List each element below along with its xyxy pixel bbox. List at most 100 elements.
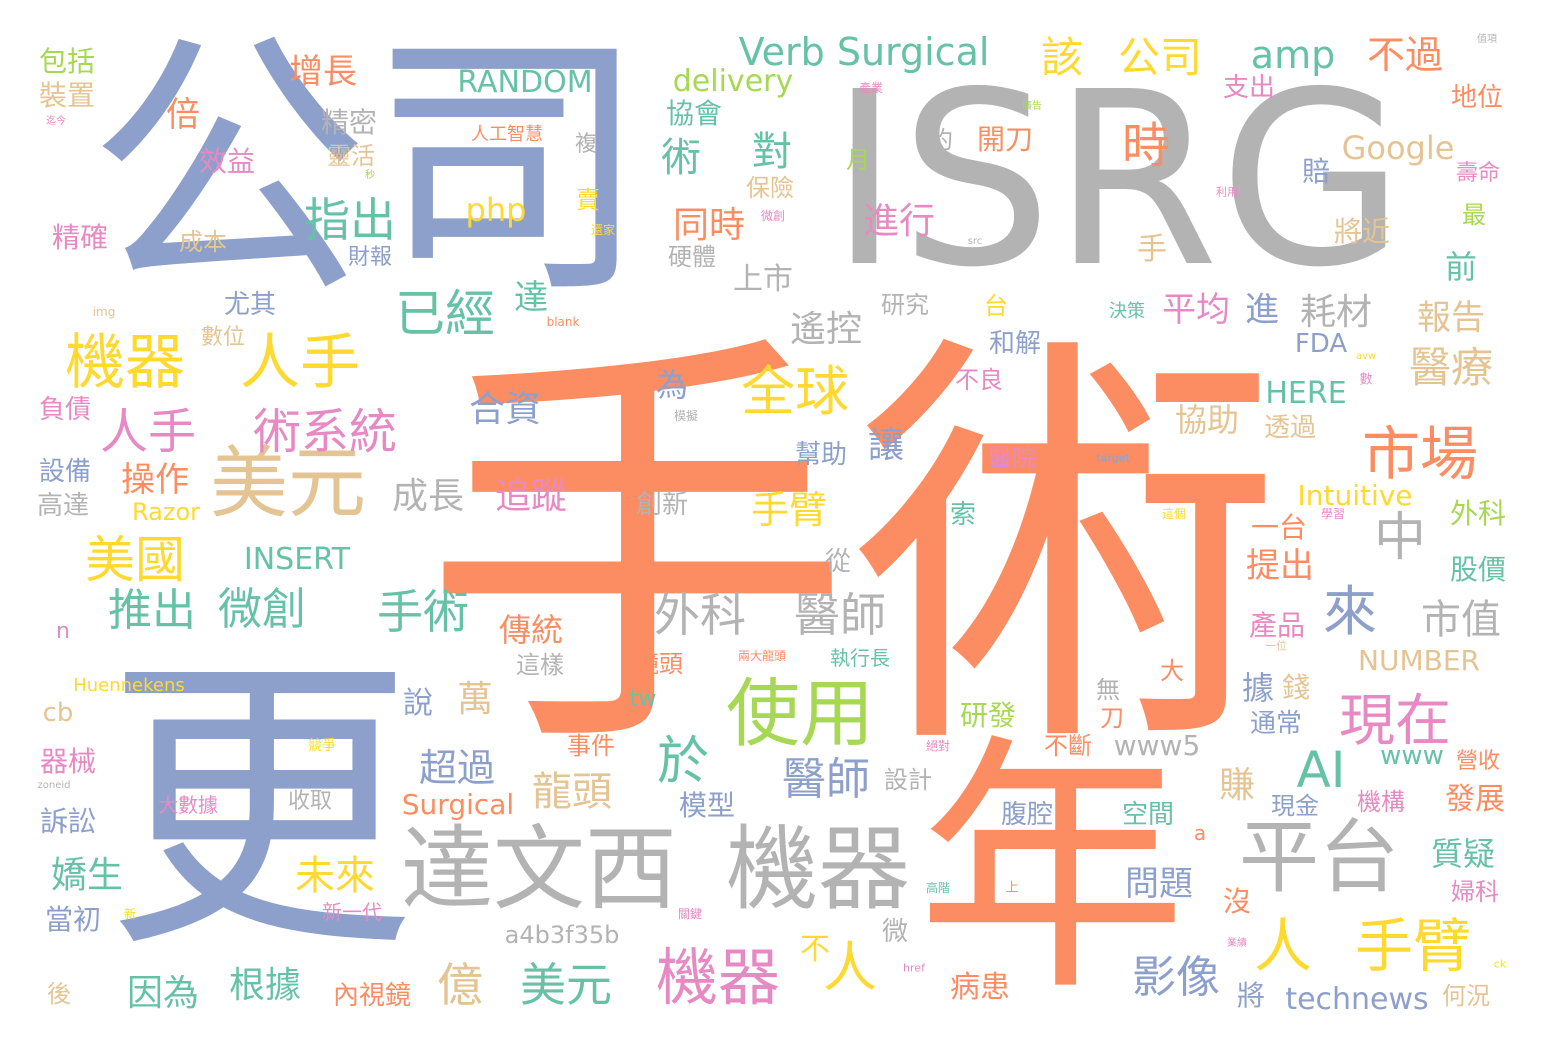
- word-big: 大: [1160, 657, 1184, 685]
- word-shi: 時: [1121, 118, 1171, 174]
- word-tw: tw: [629, 687, 657, 712]
- word-xiaoyi: 效益: [198, 145, 256, 178]
- word-fuqiang: 腹腔: [1000, 800, 1054, 830]
- word-linghuo: 靈活: [327, 142, 375, 170]
- word-meiyuan-tan: 美元: [209, 439, 367, 529]
- word-tichu: 提出: [1246, 546, 1314, 586]
- word-shu: 術: [661, 135, 701, 181]
- word-guanggao: 廣告: [1022, 101, 1042, 112]
- word-www: www: [1380, 741, 1444, 771]
- word-touguo: 透過: [1263, 413, 1317, 443]
- word-chanye: 產業: [858, 81, 884, 95]
- word-renshou-pink: 人手: [99, 404, 197, 460]
- word-rang: 讓: [867, 425, 905, 466]
- word-gongsi-yellow: 公司: [1117, 33, 1203, 82]
- word-a4b3f35b: a4b3f35b: [504, 921, 620, 949]
- word-hejie: 和解: [988, 329, 1042, 359]
- word-month: 月: [846, 146, 870, 174]
- word-wan: 萬: [456, 679, 494, 720]
- word-bingzhuan: 病患: [950, 970, 1010, 1005]
- word-yaokong: 遙控: [789, 309, 863, 350]
- word-tai: 台: [984, 292, 1008, 320]
- word-shoushu-teal: 手術: [377, 585, 469, 639]
- word-ju: 據: [1241, 669, 1275, 707]
- word-random: RANDOM: [457, 65, 593, 100]
- word-yanjiu: 研究: [881, 291, 929, 319]
- word-jueduei: 絕對: [925, 739, 951, 753]
- word-quanqiu: 全球: [741, 360, 849, 423]
- word-zheyang: 這樣: [516, 651, 564, 679]
- word-yue: 約: [929, 126, 953, 154]
- word-verb-surgical: Verb Surgical: [738, 30, 990, 74]
- word-miao: 秒: [365, 170, 375, 181]
- word-jingtou: 鏡頭: [635, 650, 683, 678]
- word-buliang: 不良: [955, 366, 1003, 394]
- word-xuexi: 學習: [1320, 507, 1346, 521]
- word-jiaosheng: 嬌生: [50, 855, 124, 896]
- word-yi: 億: [437, 958, 483, 1012]
- word-img: img: [92, 305, 116, 319]
- word-liangdalongtou: 兩大龍頭: [737, 649, 787, 663]
- word-bangzhu: 幫助: [794, 440, 848, 470]
- word-zhuangzhi: 裝置: [38, 79, 96, 112]
- word-zhichu: 指出: [304, 193, 396, 247]
- word-src: src: [967, 236, 983, 247]
- word-pingtai: 平台: [1239, 811, 1399, 904]
- word-weichuang-pink: 微創: [760, 209, 786, 223]
- word-wei: 為: [655, 366, 689, 404]
- word-zengzhang: 增長: [289, 52, 357, 92]
- word-shizhi: 市值: [1421, 597, 1501, 643]
- word-dangchu: 當初: [44, 903, 102, 936]
- word-chanpin: 產品: [1248, 609, 1306, 642]
- word-yinwei: 因為: [126, 973, 200, 1014]
- word-kaidao: 開刀: [976, 123, 1034, 156]
- word-target: target: [1096, 451, 1130, 465]
- word-chuantong: 傳統: [498, 611, 564, 649]
- word-huennekens: Huennekens: [73, 675, 185, 696]
- word-shuwei: 數位: [200, 325, 246, 350]
- word-shou-tan: 手: [1137, 232, 1167, 267]
- word-yingxiang: 影像: [1132, 952, 1220, 1003]
- word-yishi-blue: 醫師: [782, 754, 870, 805]
- word-chengzhang: 成長: [391, 476, 465, 517]
- word-liyong: 利用: [1216, 185, 1238, 199]
- word-zui: 最: [1462, 201, 1486, 229]
- word-qixie: 器械: [39, 745, 97, 778]
- word-sheji: 設計: [884, 766, 932, 794]
- word-waike-green: 外科: [1449, 497, 1507, 530]
- word-google: Google: [1341, 129, 1455, 167]
- word-meiguo: 美國: [85, 531, 185, 589]
- word-waike-gray: 外科: [654, 588, 746, 642]
- word-qian: 錢: [1281, 671, 1311, 704]
- word-xiehui: 協會: [665, 97, 723, 130]
- word-zhuan: 賺: [1218, 765, 1256, 806]
- word-zhege: 這個: [1161, 507, 1187, 521]
- word-avw: avw: [1355, 351, 1377, 362]
- word-xianzai: 現在: [1339, 689, 1451, 754]
- word-moni: 模擬: [673, 409, 699, 423]
- word-shuo: 說: [403, 686, 433, 721]
- word-suo: 索: [949, 500, 977, 530]
- word-genju: 根據: [228, 965, 302, 1006]
- word-fuke: 婦科: [1451, 878, 1499, 906]
- word-gaojie: 高階: [925, 881, 951, 895]
- word-here: HERE: [1265, 376, 1347, 411]
- word-yiyuan: 醫院: [988, 444, 1036, 472]
- word-renshou-yellow: 人手: [240, 328, 360, 398]
- word-jin: 進: [1245, 290, 1279, 330]
- word-caozuo: 操作: [121, 460, 189, 500]
- word-yiliao: 醫療: [1408, 343, 1494, 392]
- word-yiwei: 一位: [1265, 639, 1287, 653]
- word-fda: FDA: [1294, 329, 1348, 359]
- word-gaoda: 高達: [36, 491, 90, 521]
- word-buduan: 不斷: [1044, 732, 1092, 760]
- word-baoxian: 保險: [746, 174, 794, 202]
- word-shouming: 壽命: [1455, 161, 1501, 186]
- word-jigou: 機構: [1357, 788, 1405, 816]
- word-shoushu-big: 手術: [422, 302, 1282, 802]
- word-xinyidai: 新一代: [322, 900, 382, 924]
- word-ren-yellow-2: 人: [823, 936, 877, 999]
- word-razor: Razor: [131, 498, 201, 526]
- word-hekuang: 何況: [1442, 982, 1490, 1010]
